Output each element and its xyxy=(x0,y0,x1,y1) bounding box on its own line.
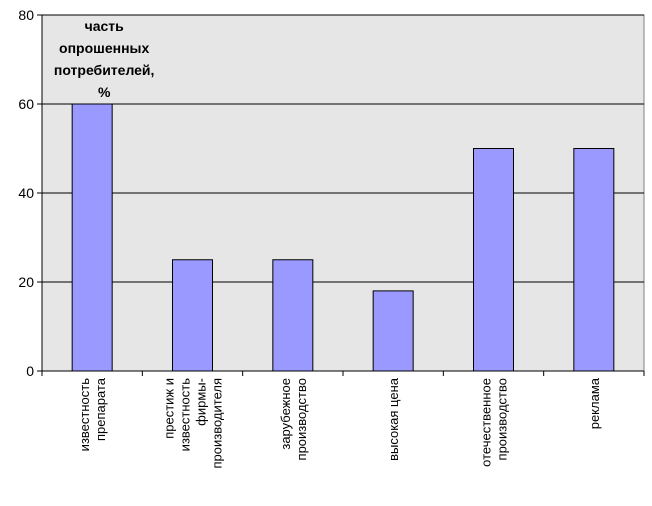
x-category-label: производство xyxy=(495,378,510,460)
y-tick-label: 20 xyxy=(18,274,34,290)
chart-title-line: % xyxy=(98,84,111,100)
x-category-label: производство xyxy=(294,378,309,460)
x-category-label: производителя xyxy=(210,378,225,469)
gridlines xyxy=(42,14,644,283)
x-category-label: реклама xyxy=(587,377,602,429)
axes xyxy=(37,14,645,376)
y-tick-label: 60 xyxy=(18,96,34,112)
x-category-label: престиж и xyxy=(162,378,177,439)
x-category-labels: известность препарата престиж и известность… xyxy=(77,377,602,468)
chart-title: часть опрошенных потребителей,% xyxy=(54,18,155,100)
y-tick-label: 40 xyxy=(18,185,34,201)
y-tick-label: 0 xyxy=(26,363,34,379)
x-category-label: высокая цена xyxy=(386,377,401,461)
chart-title-line: опрошенных xyxy=(59,40,149,56)
bar xyxy=(272,259,314,372)
bar xyxy=(372,290,414,372)
x-category-label: отечественное xyxy=(479,378,494,467)
y-tick-label: 80 xyxy=(18,7,34,23)
x-category-label: фирмы- xyxy=(194,378,209,426)
x-category-label: препарата xyxy=(93,377,108,441)
chart-title-line: часть xyxy=(85,18,125,34)
chart-title-line: потребителей, xyxy=(54,62,155,78)
bar xyxy=(71,103,113,372)
bar xyxy=(573,148,615,372)
bar xyxy=(473,148,514,372)
x-category-label: известность xyxy=(178,378,193,452)
y-tick-labels: 0 20 40 60 80 xyxy=(18,7,34,379)
bar xyxy=(172,259,213,372)
x-category-label: известность xyxy=(77,378,92,452)
x-category-label: зарубежное xyxy=(278,378,293,450)
